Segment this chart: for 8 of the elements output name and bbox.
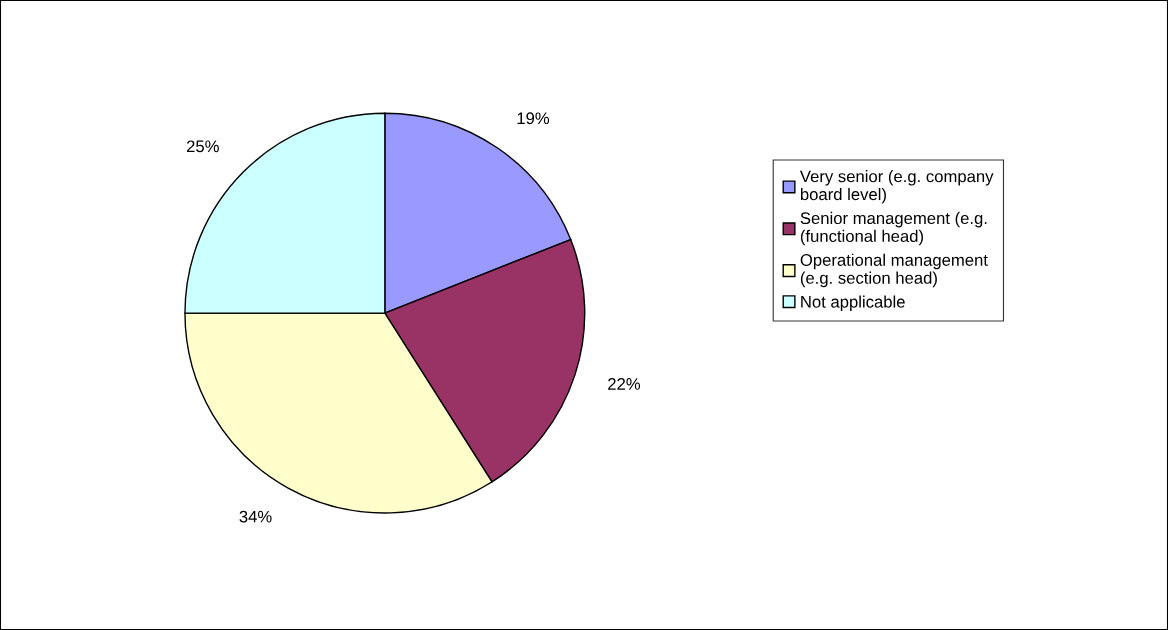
legend-label: Operational management (e.g. section head): [800, 253, 988, 288]
legend-label: Not applicable: [801, 295, 905, 312]
data-label: 34%: [239, 510, 272, 523]
data-label: 22%: [608, 378, 641, 390]
legend-label: Senior management (e.g. (functional head): [800, 211, 987, 246]
data-label: 25%: [186, 140, 219, 153]
data-label: 19%: [517, 112, 550, 125]
legend-label: Very senior (e.g. company board level): [799, 170, 994, 204]
